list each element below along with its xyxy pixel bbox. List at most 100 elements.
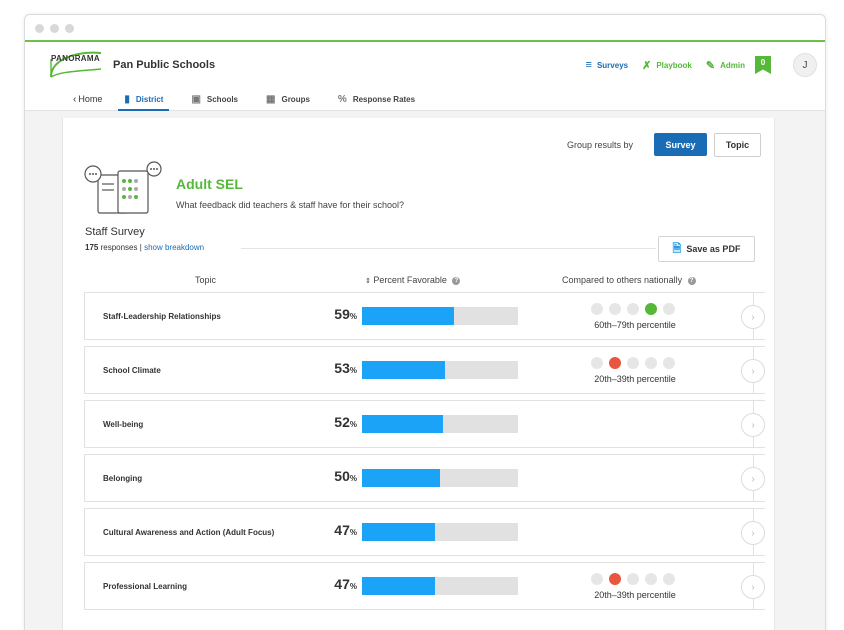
nav-home[interactable]: ‹ Home	[67, 87, 108, 111]
percentile-dot	[609, 573, 621, 585]
row-content: Staff-Leadership Relationships 59% 60th–79…	[85, 293, 754, 339]
column-header-compared-label: Compared to others nationally	[562, 275, 683, 285]
results-list: Staff-Leadership Relationships 59% 60th–79…	[84, 292, 765, 616]
percentile-dot	[663, 573, 675, 585]
table-row[interactable]: Professional Learning 47% 20th–39th percen…	[84, 562, 765, 610]
nav-groups[interactable]: ▦ Groups	[260, 87, 316, 111]
favorable-bar	[362, 523, 518, 541]
top-links: ≡ Surveys ✗ Playbook ✎ Admin 0 J	[572, 52, 825, 78]
column-header-percent-label: Percent Favorable	[373, 275, 447, 285]
help-icon[interactable]: ?	[687, 277, 696, 285]
row-topic: Staff-Leadership Relationships	[103, 311, 221, 321]
row-topic: Well-being	[103, 419, 144, 429]
table-row[interactable]: School Climate 53% 20th–39th percentile ›	[84, 346, 765, 394]
row-content: Cultural Awareness and Action (Adult Foc…	[85, 509, 754, 555]
chevron-right-icon[interactable]: ›	[741, 359, 765, 383]
table-row[interactable]: Well-being 52% ›	[84, 400, 765, 448]
chevron-right-icon[interactable]: ›	[741, 467, 765, 491]
percentile-dots	[591, 573, 681, 585]
favorable-bar	[362, 307, 518, 325]
divider	[241, 248, 656, 249]
surveys-link-label: Surveys	[596, 60, 629, 70]
row-percent-symbol: %	[349, 474, 357, 483]
responses-word: responses	[100, 243, 138, 252]
favorable-bar-fill	[362, 415, 444, 433]
row-content: Belonging 50%	[85, 455, 754, 501]
nav-schools[interactable]: ▣ Schools	[185, 87, 244, 111]
notification-badge[interactable]: 0	[755, 56, 771, 74]
nav-district-label: District	[135, 94, 164, 104]
percentile-dot	[609, 357, 621, 369]
table-row[interactable]: Cultural Awareness and Action (Adult Foc…	[84, 508, 765, 556]
table-row[interactable]: Staff-Leadership Relationships 59% 60th–79…	[84, 292, 765, 340]
list-icon: ≡	[585, 59, 592, 71]
row-percent-symbol: %	[349, 312, 357, 321]
nav-district[interactable]: ▮ District	[118, 87, 170, 111]
percentile-dots	[591, 303, 681, 315]
playbook-link[interactable]: ✗ Playbook	[642, 59, 692, 72]
window-titlebar	[25, 15, 825, 42]
row-percent: 52%	[305, 414, 357, 430]
surveys-link[interactable]: ≡ Surveys	[586, 59, 629, 71]
main-nav: ‹ Home ▮ District ▣ Schools ▦ Groups % R…	[25, 87, 421, 111]
group-results-label: Group results by	[567, 140, 634, 150]
responses-summary: 175 responses | show breakdown	[85, 243, 204, 252]
pdf-icon: 🗎	[672, 242, 682, 255]
favorable-bar	[362, 577, 518, 595]
bar-chart-icon: ▮	[124, 93, 130, 105]
row-percent-value: 59	[334, 306, 350, 322]
column-header-compared: Compared to others nationally ?	[562, 275, 696, 285]
window-dot-maximize[interactable]	[65, 24, 74, 33]
favorable-bar	[362, 415, 518, 433]
chevron-left-icon: ‹	[73, 93, 77, 105]
row-percent-value: 47	[334, 576, 350, 592]
row-content: School Climate 53% 20th–39th percentile	[85, 347, 754, 393]
favorable-bar	[362, 361, 518, 379]
column-header-topic: Topic	[195, 275, 217, 285]
percentile-dot	[627, 303, 639, 315]
favorable-bar	[362, 469, 518, 487]
results-card: Group results by Survey Topic Adult SEL …	[62, 118, 775, 630]
help-icon[interactable]: ?	[452, 277, 461, 285]
favorable-bar-fill	[362, 307, 455, 325]
chevron-right-icon[interactable]: ›	[741, 305, 765, 329]
chevron-right-icon[interactable]: ›	[741, 521, 765, 545]
nav-response-rates[interactable]: % Response Rates	[332, 87, 421, 111]
percentile-dot	[663, 303, 675, 315]
percentile-dot	[591, 573, 603, 585]
chevron-right-icon[interactable]: ›	[741, 575, 765, 599]
panorama-logo-icon[interactable]	[47, 49, 103, 81]
nav-groups-label: Groups	[281, 94, 310, 104]
row-topic: Professional Learning	[103, 581, 188, 591]
percentile-dots	[591, 357, 681, 369]
percentile-dot	[591, 303, 603, 315]
row-percent-symbol: %	[349, 528, 357, 537]
percentile-dot	[609, 303, 621, 315]
avatar[interactable]: J	[793, 53, 817, 77]
row-topic: School Climate	[103, 365, 161, 375]
row-percent-value: 53	[334, 360, 350, 376]
survey-illustration-icon	[84, 161, 162, 214]
row-topic: Belonging	[103, 473, 143, 483]
percentile-dot	[591, 357, 603, 369]
row-percent: 47%	[305, 522, 357, 538]
row-percent: 53%	[305, 360, 357, 376]
favorable-bar-fill	[362, 577, 436, 595]
group-survey-button[interactable]: Survey	[654, 133, 707, 156]
browser-window: PANORAMA Pan Public Schools ≡ Surveys ✗ …	[24, 14, 826, 630]
survey-subtitle: What feedback did teachers & staff have …	[176, 200, 404, 210]
nav-schools-label: Schools	[206, 94, 239, 104]
group-topic-button[interactable]: Topic	[714, 133, 761, 157]
save-pdf-label: Save as PDF	[686, 244, 741, 254]
column-header-percent[interactable]: ⇕ Percent Favorable ?	[365, 275, 461, 285]
window-dot-close[interactable]	[35, 24, 44, 33]
window-dot-minimize[interactable]	[50, 24, 59, 33]
admin-link[interactable]: ✎ Admin	[706, 59, 745, 72]
responses-separator: |	[139, 243, 142, 252]
save-pdf-button[interactable]: 🗎 Save as PDF	[658, 236, 755, 262]
show-breakdown-link[interactable]: show breakdown	[144, 243, 205, 252]
chevron-right-icon[interactable]: ›	[741, 413, 765, 437]
row-content: Well-being 52%	[85, 401, 754, 447]
percent-icon: %	[337, 93, 347, 105]
table-row[interactable]: Belonging 50% ›	[84, 454, 765, 502]
